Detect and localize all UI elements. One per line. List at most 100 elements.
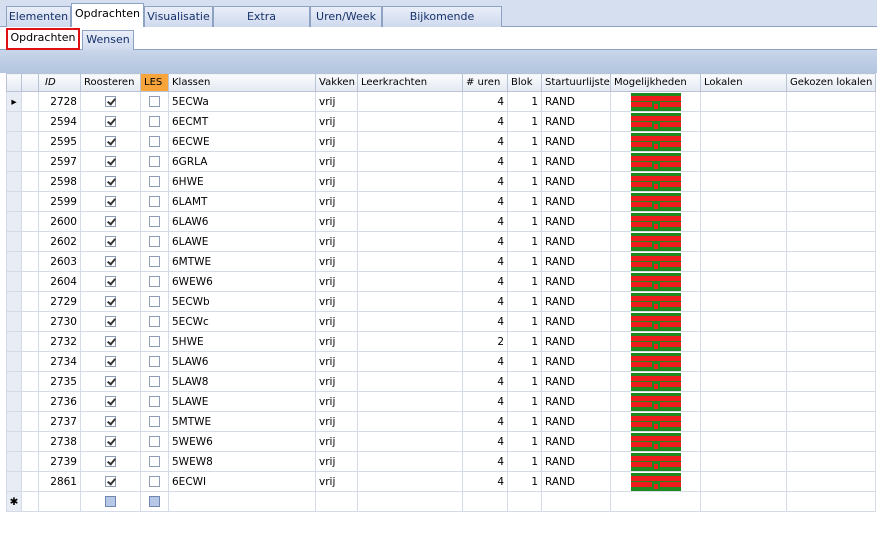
tab[interactable]: Visualisatie	[144, 6, 213, 27]
grid-row[interactable]: 2861 6ECWI vrij 4 1 RAND	[6, 471, 876, 492]
grid-row[interactable]: 2602 6LAWE vrij 4 1 RAND	[6, 231, 876, 252]
column-header[interactable]: Vakken	[315, 73, 358, 92]
checkbox[interactable]	[105, 216, 116, 227]
checkbox[interactable]	[149, 176, 160, 187]
tab[interactable]: Uren/Week	[310, 6, 382, 27]
checkbox[interactable]	[105, 156, 116, 167]
checkbox[interactable]	[105, 316, 116, 327]
checkbox[interactable]	[105, 116, 116, 127]
blank-cell	[21, 251, 39, 272]
subtab[interactable]: Wensen	[82, 30, 134, 50]
grid-row[interactable]: 2735 5LAW8 vrij 4 1 RAND	[6, 371, 876, 392]
new-row[interactable]: ✱	[6, 491, 876, 512]
grid-row[interactable]: 2604 6WEW6 vrij 4 1 RAND	[6, 271, 876, 292]
empty-cell	[610, 491, 701, 512]
checkbox[interactable]	[105, 276, 116, 287]
grid-row[interactable]: 2738 5WEW6 vrij 4 1 RAND	[6, 431, 876, 452]
grid-row[interactable]: 2737 5MTWE vrij 4 1 RAND	[6, 411, 876, 432]
cell-gekozen-lokalen	[786, 411, 876, 432]
checkbox[interactable]	[149, 336, 160, 347]
cell-les	[140, 371, 169, 392]
grid-row[interactable]: 2736 5LAWE vrij 4 1 RAND	[6, 391, 876, 412]
cell-uren: 4	[462, 151, 508, 172]
tab[interactable]: Opdrachten	[71, 3, 144, 28]
checkbox[interactable]	[149, 356, 160, 367]
checkbox[interactable]	[149, 496, 160, 507]
checkbox[interactable]	[149, 296, 160, 307]
grid-row[interactable]: 2597 6GRLA vrij 4 1 RAND	[6, 151, 876, 172]
checkbox[interactable]	[105, 296, 116, 307]
checkbox[interactable]	[105, 436, 116, 447]
grid-row[interactable]: ▸ 2728 5ECWa vrij 4 1 RAND	[6, 91, 876, 112]
checkbox[interactable]	[149, 116, 160, 127]
grid-row[interactable]: 2595 6ECWE vrij 4 1 RAND	[6, 131, 876, 152]
checkbox[interactable]	[105, 356, 116, 367]
checkbox[interactable]	[105, 256, 116, 267]
cell-lokalen	[700, 311, 787, 332]
checkbox[interactable]	[149, 196, 160, 207]
cell-startuurlijsten: RAND	[541, 251, 611, 272]
cell-roosteren	[80, 231, 141, 252]
column-header[interactable]: Mogelijkheden	[610, 73, 701, 92]
grid-row[interactable]: 2732 5HWE vrij 2 1 RAND	[6, 331, 876, 352]
grid-row[interactable]: 2603 6MTWE vrij 4 1 RAND	[6, 251, 876, 272]
checkbox[interactable]	[149, 216, 160, 227]
checkbox[interactable]	[105, 96, 116, 107]
column-header[interactable]: Klassen	[168, 73, 316, 92]
checkbox[interactable]	[105, 176, 116, 187]
checkbox[interactable]	[105, 496, 116, 507]
checkbox[interactable]	[149, 436, 160, 447]
tab[interactable]: Extra spreidingen	[213, 6, 310, 42]
checkbox[interactable]	[105, 476, 116, 487]
checkbox[interactable]	[105, 416, 116, 427]
cell-klassen: 6GRLA	[168, 151, 316, 172]
grid-row[interactable]: 2739 5WEW8 vrij 4 1 RAND	[6, 451, 876, 472]
checkbox[interactable]	[105, 336, 116, 347]
checkbox[interactable]	[149, 416, 160, 427]
grid-row[interactable]: 2730 5ECWc vrij 4 1 RAND	[6, 311, 876, 332]
checkbox[interactable]	[149, 456, 160, 467]
tab[interactable]: Elementen	[6, 6, 71, 27]
grid-row[interactable]: 2734 5LAW6 vrij 4 1 RAND	[6, 351, 876, 372]
column-header[interactable]: Roosteren	[80, 73, 141, 92]
tab[interactable]: Bijkomende informatie	[382, 6, 502, 42]
checkbox[interactable]	[105, 196, 116, 207]
availability-pattern	[630, 192, 681, 211]
grid-row[interactable]: 2599 6LAMT vrij 4 1 RAND	[6, 191, 876, 212]
subtab[interactable]: Opdrachten	[6, 28, 80, 50]
grid-row[interactable]: 2600 6LAW6 vrij 4 1 RAND	[6, 211, 876, 232]
cell-vakken: vrij	[315, 431, 358, 452]
checkbox[interactable]	[149, 276, 160, 287]
checkbox[interactable]	[149, 256, 160, 267]
cell-uren: 4	[462, 471, 508, 492]
checkbox[interactable]	[149, 136, 160, 147]
column-header[interactable]: Startuurlijsten	[541, 73, 611, 92]
column-header[interactable]: Lokalen	[700, 73, 787, 92]
column-header[interactable]: # uren	[462, 73, 508, 92]
cell-lokalen	[700, 151, 787, 172]
checkbox[interactable]	[105, 236, 116, 247]
cell-mogelijkheden	[610, 431, 701, 452]
column-header[interactable]: ID	[38, 73, 81, 92]
cell-les	[140, 211, 169, 232]
column-header[interactable]: Gekozen lokalen	[786, 73, 876, 92]
column-header[interactable]: Blok	[507, 73, 542, 92]
checkbox[interactable]	[149, 316, 160, 327]
grid-row[interactable]: 2598 6HWE vrij 4 1 RAND	[6, 171, 876, 192]
column-header[interactable]: LES	[140, 73, 169, 92]
checkbox[interactable]	[149, 476, 160, 487]
checkbox[interactable]	[149, 156, 160, 167]
checkbox[interactable]	[149, 96, 160, 107]
checkbox[interactable]	[105, 376, 116, 387]
checkbox[interactable]	[105, 396, 116, 407]
cell-leerkrachten	[357, 251, 463, 272]
blank-cell	[21, 91, 39, 112]
grid-row[interactable]: 2729 5ECWb vrij 4 1 RAND	[6, 291, 876, 312]
checkbox[interactable]	[105, 456, 116, 467]
column-header[interactable]: Leerkrachten	[357, 73, 463, 92]
checkbox[interactable]	[105, 136, 116, 147]
checkbox[interactable]	[149, 236, 160, 247]
checkbox[interactable]	[149, 376, 160, 387]
grid-row[interactable]: 2594 6ECMT vrij 4 1 RAND	[6, 111, 876, 132]
checkbox[interactable]	[149, 396, 160, 407]
